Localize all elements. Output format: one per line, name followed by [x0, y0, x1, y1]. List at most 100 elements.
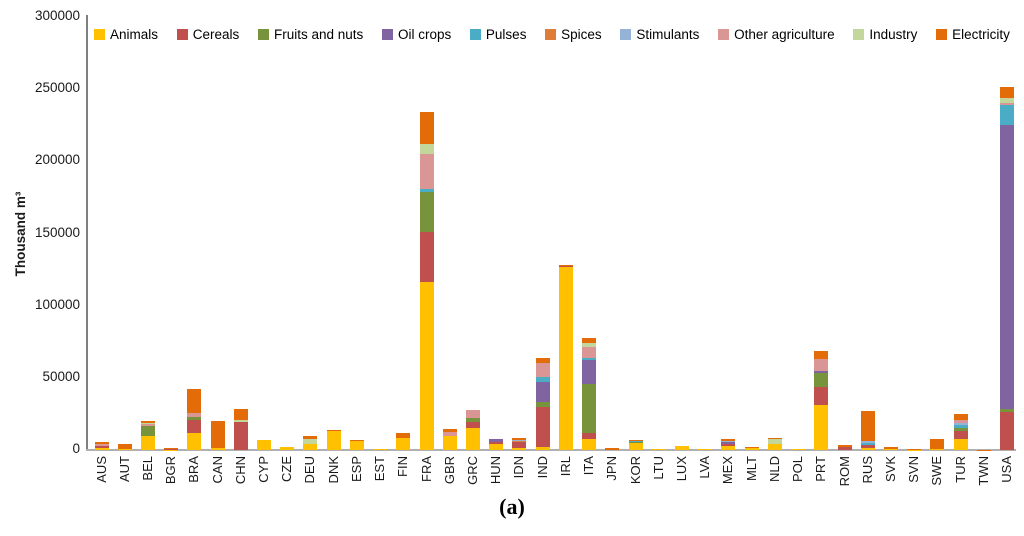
bar-segment-animals	[442, 436, 457, 450]
bar-segment-industry	[419, 144, 434, 155]
x-tick-label-CYP: CYP	[256, 456, 272, 483]
legend-swatch-icon	[718, 29, 730, 40]
bar-CYP	[257, 439, 272, 450]
bar-segment-oil-crops	[535, 381, 550, 402]
bar-segment-electricity	[349, 439, 364, 442]
legend-item-pulses: Pulses	[469, 27, 526, 42]
legend-item-oil-crops: Oil crops	[381, 27, 451, 42]
bar-segment-electricity	[396, 433, 411, 438]
bar-segment-electricity	[582, 337, 597, 344]
bar-segment-stimulants	[721, 441, 736, 443]
y-tick-label: 150000	[34, 224, 80, 240]
bar-segment-animals	[651, 449, 666, 450]
x-tick-label-CHN: CHN	[232, 456, 248, 485]
bar-NLD	[767, 438, 782, 450]
bar-RUS	[860, 411, 875, 450]
bar-CAN	[210, 421, 225, 450]
bar-segment-oil-crops	[489, 438, 504, 442]
bar-IDN	[512, 438, 527, 450]
bar-segment-cereals	[233, 421, 248, 450]
bar-segment-animals	[721, 445, 736, 450]
x-tick-label-CAN: CAN	[209, 456, 225, 484]
bar-LVA	[698, 449, 713, 450]
bar-IRL	[558, 265, 573, 450]
x-tick-label-MLT: MLT	[743, 456, 759, 482]
x-tick-label-BGR: BGR	[163, 456, 179, 485]
bar-SVK	[883, 446, 898, 450]
bar-FIN	[396, 433, 411, 450]
x-tick-label-EST: EST	[372, 456, 388, 482]
x-tick-label-SVN: SVN	[906, 456, 922, 483]
bar-segment-electricity	[883, 446, 898, 449]
bar-segment-other-agriculture	[187, 412, 202, 417]
bar-segment-animals	[94, 447, 109, 450]
legend-label: Other agriculture	[734, 27, 835, 42]
bar-MLT	[744, 447, 759, 450]
y-tick-label: 50000	[42, 368, 80, 384]
bar-FRA	[419, 112, 434, 450]
legend-swatch-icon	[853, 29, 865, 40]
legend-item-animals: Animals	[94, 27, 158, 42]
legend-swatch-icon	[381, 29, 393, 40]
bar-TUR	[953, 413, 968, 450]
bar-segment-cereals	[512, 442, 527, 448]
x-tick-label-KOR: KOR	[627, 456, 643, 485]
bar-segment-electricity	[767, 438, 782, 439]
legend-item-fruits-and-nuts: Fruits and nuts	[257, 27, 363, 42]
bar-segment-cereals	[419, 232, 434, 282]
x-tick-label-PRT: PRT	[813, 456, 829, 482]
bar-segment-electricity	[164, 447, 179, 449]
bar-segment-fruits-and-nuts	[1000, 409, 1015, 412]
x-tick-label-RUS: RUS	[859, 456, 875, 484]
x-tick-label-DNK: DNK	[325, 456, 341, 484]
bar-segment-animals	[558, 267, 573, 450]
bar-segment-oil-crops	[1000, 125, 1015, 410]
bar-segment-pulses	[628, 440, 643, 442]
bar-segment-pulses	[512, 441, 527, 443]
legend-swatch-icon	[257, 29, 269, 40]
bar-segment-cereals	[94, 445, 109, 448]
bar-segment-animals	[373, 449, 388, 450]
bar-segment-animals	[419, 281, 434, 450]
bar-segment-pulses	[535, 376, 550, 382]
x-tick-label-IDN: IDN	[511, 456, 527, 479]
bar-segment-cereals	[953, 431, 968, 440]
bar-segment-industry	[303, 439, 318, 444]
bar-segment-other-agriculture	[140, 424, 155, 427]
legend-swatch-icon	[94, 29, 105, 40]
bar-segment-fruits-and-nuts	[582, 383, 597, 433]
x-tick-label-LVA: LVA	[697, 456, 713, 479]
bar-ITA	[582, 337, 597, 450]
bar-KOR	[628, 439, 643, 450]
bar-segment-fruits-and-nuts	[419, 192, 434, 233]
bar-GRC	[466, 409, 481, 450]
bar-ROM	[837, 444, 852, 450]
x-tick-label-TWN: TWN	[975, 456, 991, 486]
bar-segment-electricity	[628, 439, 643, 441]
x-tick-label-POL: POL	[790, 456, 806, 483]
bar-segment-cereals	[558, 266, 573, 267]
bar-segment-electricity	[419, 112, 434, 145]
bar-segment-animals	[326, 430, 341, 450]
x-tick-label-MEX: MEX	[720, 456, 736, 485]
bar-segment-other-agriculture	[442, 432, 457, 436]
x-tick-label-BEL: BEL	[139, 456, 155, 481]
x-tick-label-IND: IND	[534, 456, 550, 479]
bar-segment-animals	[303, 443, 318, 450]
bar-LUX	[675, 446, 689, 450]
x-tick-label-SVK: SVK	[882, 456, 898, 483]
x-tick-label-HUN: HUN	[488, 456, 504, 485]
bar-segment-cereals	[582, 432, 597, 440]
bar-segment-cereals	[489, 441, 504, 444]
legend-swatch-icon	[620, 29, 632, 40]
bar-segment-electricity	[837, 444, 852, 447]
bar-segment-spices	[512, 440, 527, 442]
x-tick-label-AUS: AUS	[93, 456, 109, 483]
bar-PRT	[814, 350, 829, 450]
bar-segment-stimulants	[512, 439, 527, 441]
bar-segment-electricity	[558, 265, 573, 266]
bar-BEL	[140, 421, 155, 450]
bar-segment-electricity	[303, 436, 318, 440]
legend-label: Animals	[110, 27, 159, 42]
